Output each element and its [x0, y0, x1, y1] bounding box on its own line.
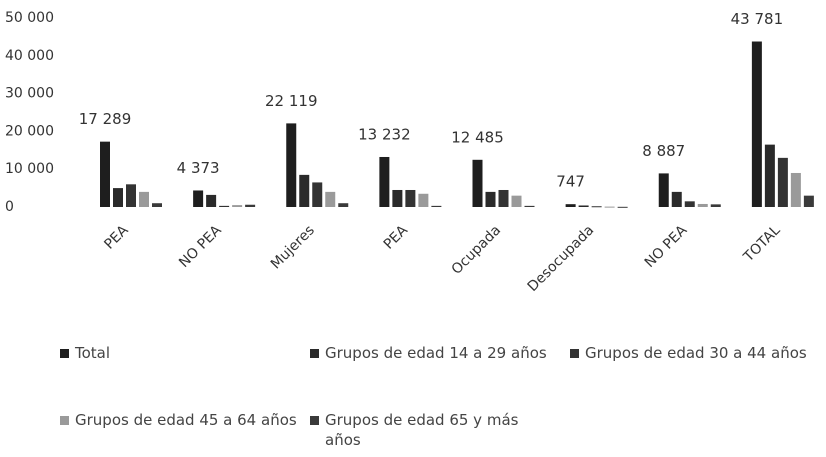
- data-label: 8 887: [642, 142, 685, 160]
- bar: [312, 182, 323, 207]
- bar: [591, 206, 602, 208]
- bar: [485, 191, 496, 207]
- bar: [152, 203, 162, 207]
- bar: [286, 123, 297, 207]
- y-tick-label: 20 000: [5, 123, 54, 139]
- bar: [325, 191, 336, 207]
- bar: [697, 203, 708, 207]
- y-tick-label: 50 000: [5, 10, 54, 26]
- data-label: 13 232: [358, 125, 411, 143]
- legend-swatch: [310, 416, 319, 425]
- bar: [524, 205, 535, 207]
- bar: [617, 206, 628, 208]
- bar: [498, 189, 509, 207]
- x-tick-label: Desocupada: [525, 222, 598, 295]
- bar: [245, 204, 256, 207]
- legend-swatch: [60, 349, 69, 358]
- bar: [405, 189, 416, 207]
- bar: [379, 156, 390, 207]
- bar: [658, 173, 669, 207]
- legend-swatch: [310, 349, 319, 358]
- x-tick-label: Mujeres: [268, 222, 318, 272]
- legend-item: Grupos de edad 14 a 29 años: [310, 343, 550, 363]
- y-tick-label: 30 000: [5, 86, 54, 102]
- bar: [232, 205, 243, 207]
- data-label: 22 119: [265, 92, 318, 110]
- bar: [790, 172, 801, 207]
- legend-swatch: [570, 349, 579, 358]
- bar: [710, 204, 721, 207]
- bar: [139, 191, 149, 207]
- x-tick-label: NO PEA: [176, 222, 225, 271]
- bar: [126, 184, 136, 207]
- data-label: 43 781: [731, 10, 784, 28]
- bar: [472, 159, 483, 207]
- bar: [418, 193, 429, 207]
- bar: [777, 157, 788, 207]
- legend-item: Grupos de edad 65 y más años: [310, 410, 550, 450]
- data-label: 12 485: [451, 128, 504, 146]
- legend-swatch: [60, 416, 69, 425]
- bar: [431, 205, 442, 207]
- bar: [764, 144, 775, 207]
- bar: [803, 195, 814, 207]
- legend-item: Grupos de edad 30 a 44 años: [570, 343, 810, 363]
- bar: [511, 195, 522, 207]
- bar: [193, 190, 204, 207]
- y-tick-label: 0: [5, 199, 14, 215]
- bar: [219, 205, 230, 207]
- legend-label: Grupos de edad 45 a 64 años: [75, 411, 297, 429]
- legend-item: Grupos de edad 45 a 64 años: [60, 410, 300, 430]
- legend-label: Grupos de edad 30 a 44 años: [585, 344, 807, 362]
- bar: [578, 205, 589, 207]
- x-tick-label: Ocupada: [449, 222, 505, 278]
- bar: [751, 41, 762, 208]
- bar: [206, 194, 217, 207]
- x-tick-label: PEA: [381, 222, 412, 253]
- bar: [392, 189, 403, 207]
- bar: [100, 141, 110, 207]
- data-label: 747: [556, 173, 585, 191]
- y-tick-label: 10 000: [5, 161, 54, 177]
- bar: [604, 206, 615, 208]
- y-tick-label: 40 000: [5, 48, 54, 64]
- legend-label: Grupos de edad 65 y más años: [325, 411, 519, 449]
- bar: [684, 201, 695, 207]
- data-label: 17 289: [79, 110, 132, 128]
- x-tick-label: PEA: [101, 222, 132, 253]
- x-tick-label: NO PEA: [642, 222, 691, 271]
- bar: [299, 174, 310, 207]
- legend-item: Total: [60, 343, 300, 363]
- bar: [113, 188, 123, 207]
- legend-label: Total: [75, 344, 111, 362]
- x-tick-label: TOTAL: [740, 222, 784, 266]
- bar: [671, 191, 682, 207]
- bar: [338, 203, 349, 207]
- data-label: 4 373: [177, 159, 220, 177]
- legend-label: Grupos de edad 14 a 29 años: [325, 344, 547, 362]
- bar: [565, 204, 576, 207]
